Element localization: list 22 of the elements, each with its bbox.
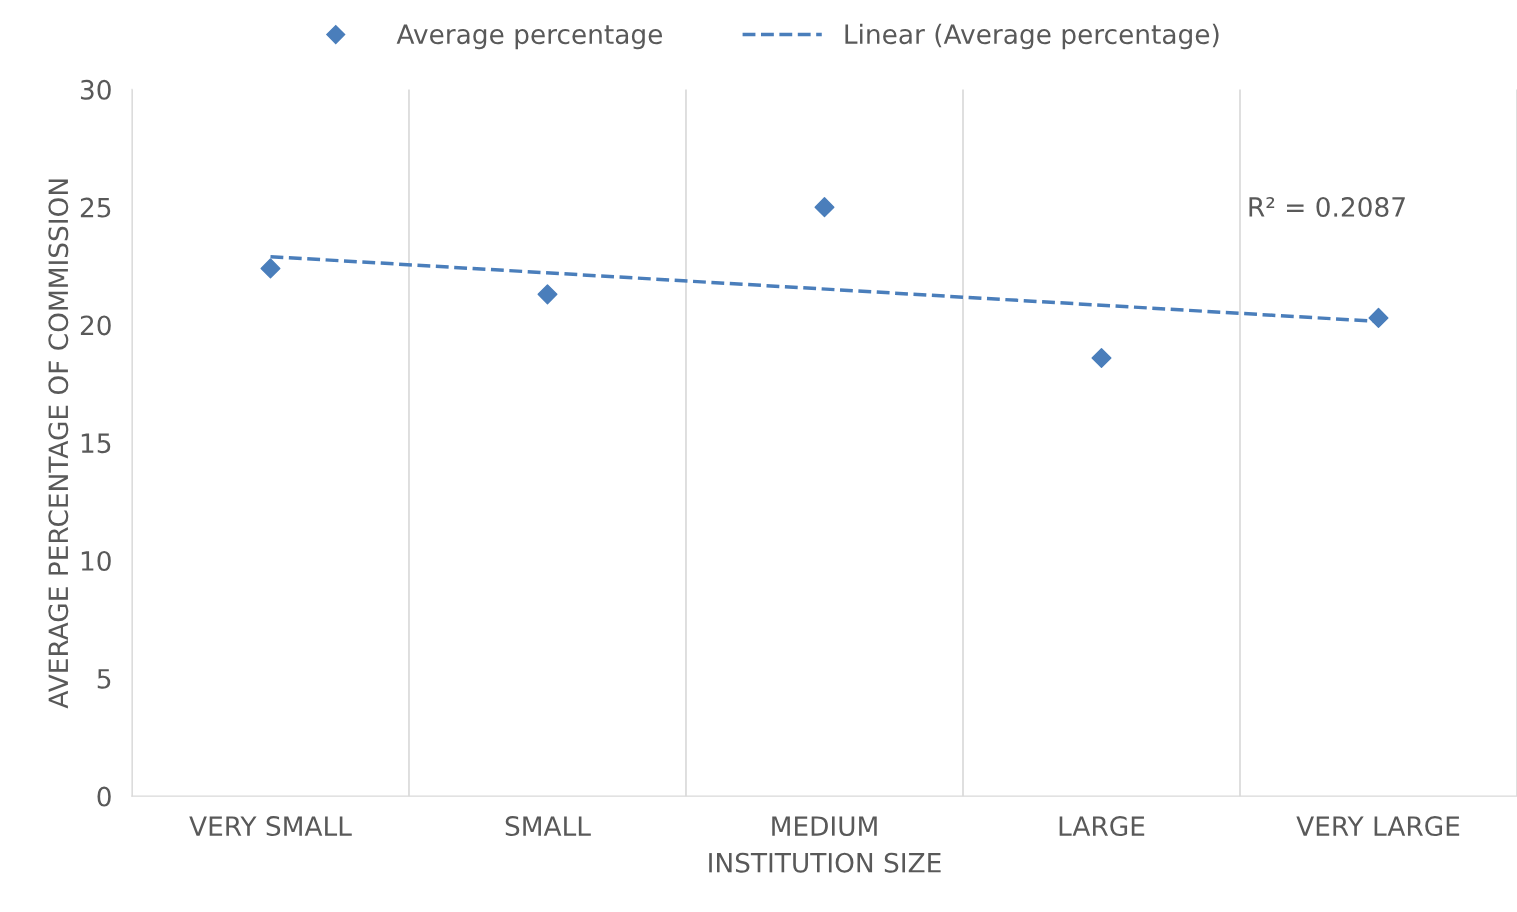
legend-label: Linear (Average percentage) (845, 23, 1219, 50)
y-tick-label: 20 (80, 315, 111, 336)
x-axis-title: INSTITUTION SIZE (709, 852, 941, 873)
y-axis-title: AVERAGE PERCENTAGE OF COMMISSION (48, 179, 69, 709)
y-tick-label: 30 (80, 79, 111, 100)
point (814, 197, 835, 218)
x-tick-label: SMALL (505, 816, 591, 837)
y-tick-label: 10 (81, 551, 111, 571)
point (537, 284, 558, 305)
point (260, 258, 281, 279)
legend-label: Average percentage (396, 24, 662, 50)
annotation: R² = 0.2087 (1249, 197, 1405, 217)
point (1091, 347, 1112, 368)
point (1368, 307, 1389, 328)
x-tick-label: LARGE (1059, 816, 1145, 837)
y-tick-label: 15 (81, 433, 111, 454)
x-tick-label: MEDIUM (772, 816, 877, 837)
x-tick-label: VERY LARGE (1296, 816, 1460, 837)
y-tick-label: 5 (97, 669, 111, 689)
x-tick-label: VERY SMALL (189, 816, 352, 837)
y-tick-label: 25 (80, 197, 111, 218)
y-tick-label: 0 (97, 786, 111, 807)
